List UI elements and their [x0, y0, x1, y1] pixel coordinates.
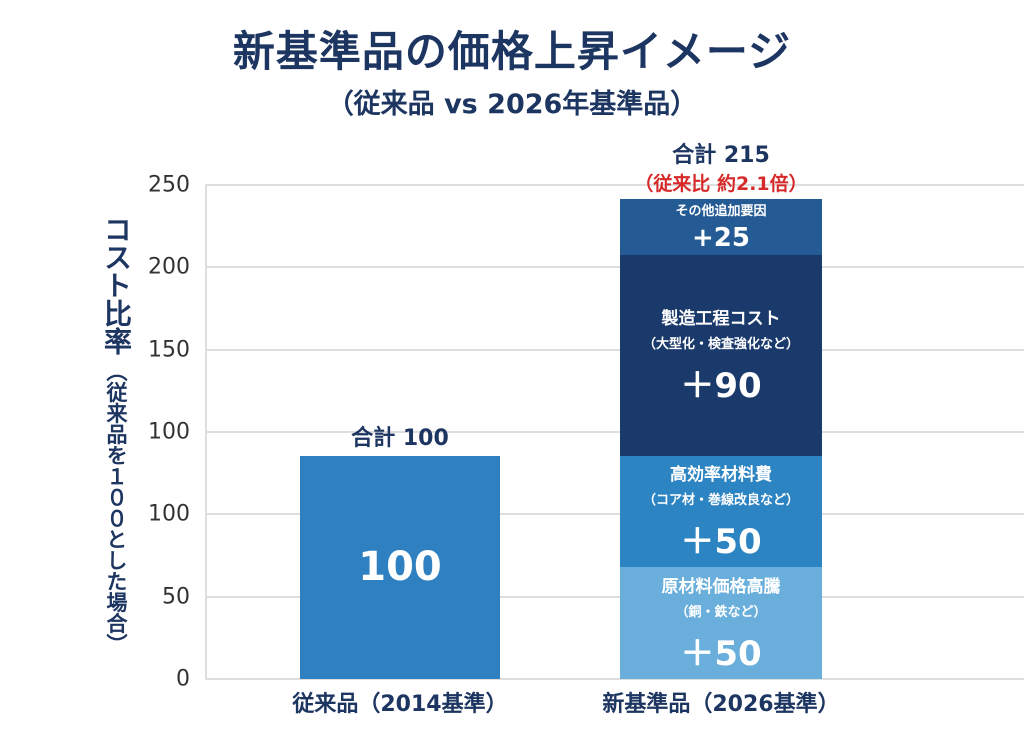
gridline — [205, 678, 1024, 680]
x-category-label: 従来品（2014基準） — [292, 692, 508, 717]
y-tick-label: 250 — [148, 172, 190, 198]
bar-segment: その他追加要因 +25 — [620, 199, 822, 255]
segment-value-label: ＋50 — [680, 522, 762, 563]
y-tick-label: 100 — [148, 501, 190, 527]
segment-name: その他追加要因 — [675, 204, 767, 220]
segment-name: 製造工程コスト — [661, 308, 781, 329]
gridline — [205, 348, 1024, 351]
gridline — [205, 595, 1024, 598]
y-tick-label: 150 — [148, 337, 190, 363]
segment-note: （コア材・巻線改良など） — [642, 493, 799, 509]
segment-value-label: ＋90 — [680, 365, 762, 406]
x-category-label: 新基準品（2026基準） — [602, 692, 840, 717]
y-axis-label: コスト比率 （従来品を１００とした場合） — [96, 215, 136, 695]
bar-segment: 100 — [300, 455, 500, 679]
bar-2: 原材料価格高騰 （銅・鉄など） ＋50 高効率材料費 （コア材・巻線改良など） ＋50 製造… — [620, 199, 822, 679]
bar-1: 100 — [300, 455, 500, 679]
y-axis-title: コスト比率 — [100, 215, 133, 355]
y-tick-label: 100 — [148, 419, 190, 445]
segment-value-label: ＋50 — [680, 633, 762, 674]
y-tick-label: 200 — [148, 254, 190, 280]
segment-name: 高効率材料費 — [670, 465, 772, 486]
ratio-label: （従来比 約2.1倍） — [634, 173, 808, 195]
segment-value-label: 100 — [358, 544, 442, 591]
gridline — [205, 513, 1024, 516]
total-label: 合計 215 — [672, 143, 770, 168]
segment-name: 原材料価格高騰 — [661, 576, 781, 597]
total-label: 合計 100 — [351, 425, 449, 451]
segment-note: （銅・鉄など） — [675, 604, 767, 620]
gridline — [205, 431, 1024, 433]
bar-segment: 原材料価格高騰 （銅・鉄など） ＋50 — [620, 567, 822, 679]
bar-segment: 高効率材料費 （コア材・巻線改良など） ＋50 — [620, 455, 822, 568]
bar-segment: 製造工程コスト （大型化・検査強化など） ＋90 — [620, 254, 822, 456]
gridline — [205, 184, 1024, 186]
y-axis-note: （従来品を１００とした場合） — [104, 360, 128, 655]
y-tick-label: 50 — [162, 584, 190, 610]
y-axis-line — [205, 185, 207, 680]
chart-subtitle: （従来品 vs 2026年基準品） — [326, 89, 698, 120]
gridline — [205, 266, 1024, 269]
segment-note: （大型化・検査強化など） — [642, 336, 799, 352]
y-tick-label: 0 — [176, 666, 190, 692]
segment-value-label: +25 — [692, 223, 750, 254]
chart-title: 新基準品の価格上昇イメージ — [232, 27, 792, 76]
